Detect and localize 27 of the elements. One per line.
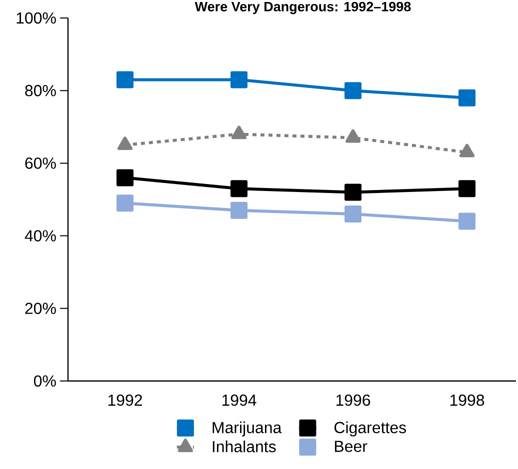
legend-label: Inhalants bbox=[212, 440, 276, 452]
x-tick-label: 1992 bbox=[108, 394, 142, 406]
y-tick-label: 0% bbox=[34, 375, 56, 387]
point bbox=[458, 212, 476, 230]
legend-label: Marijuana bbox=[212, 421, 282, 436]
point bbox=[344, 184, 362, 201]
point bbox=[116, 169, 134, 186]
point bbox=[344, 206, 362, 223]
x-tick-label: 1998 bbox=[450, 394, 484, 406]
chart-title: Were Very Dangerous: 1992–1998 bbox=[194, 2, 411, 14]
y-tick-label: 40% bbox=[24, 230, 56, 242]
x-tick-label: 1994 bbox=[222, 394, 256, 406]
point bbox=[230, 180, 248, 198]
point bbox=[116, 71, 134, 88]
y-tick-label: 100% bbox=[16, 12, 56, 24]
legend-label: Cigarettes bbox=[334, 421, 406, 436]
y-tick-label: 60% bbox=[25, 158, 56, 169]
point bbox=[344, 82, 362, 100]
point bbox=[458, 89, 476, 106]
point bbox=[230, 202, 248, 219]
legend-label: Beer bbox=[334, 440, 368, 452]
x-tick-label: 1996 bbox=[336, 394, 370, 406]
point bbox=[116, 194, 134, 212]
y-tick-label: 80% bbox=[25, 84, 56, 96]
point bbox=[458, 180, 476, 198]
y-tick-label: 20% bbox=[25, 302, 56, 314]
point bbox=[230, 71, 248, 88]
